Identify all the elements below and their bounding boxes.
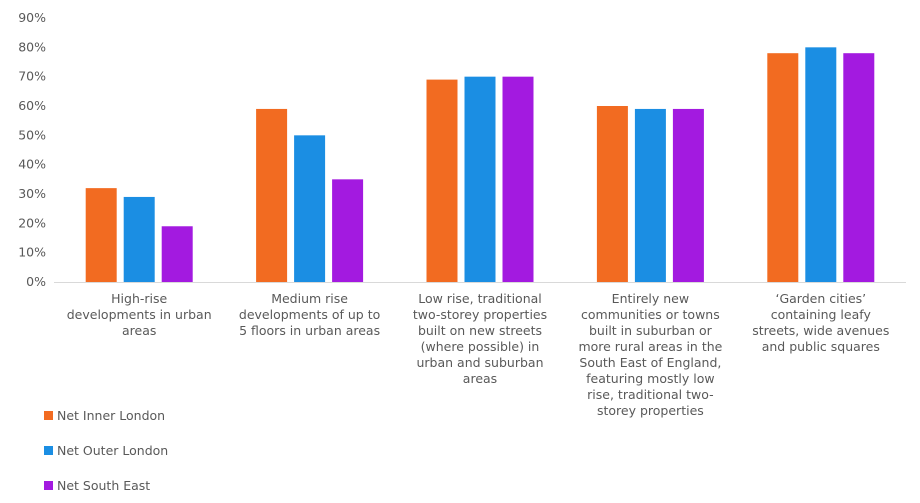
bar [596, 106, 628, 282]
bar [843, 53, 875, 283]
legend-label: Net Inner London [57, 408, 166, 423]
y-tick-label: 70% [18, 69, 46, 84]
y-tick-label: 80% [18, 39, 46, 54]
x-category-label: Medium rise developments of up to 5 floo… [238, 291, 381, 338]
legend-swatch [44, 446, 53, 455]
y-tick-label: 60% [18, 98, 46, 113]
bar [161, 226, 193, 282]
y-tick-label: 20% [18, 215, 46, 230]
bars [85, 47, 875, 283]
y-axis: 0% 10% 20% 30% 40% 50% 60% 70% 80% 90% [18, 10, 46, 289]
y-tick-label: 10% [18, 245, 46, 260]
legend-item-inner-london: Net Inner London [44, 398, 168, 433]
y-tick-label: 90% [18, 10, 46, 25]
bar [123, 196, 155, 282]
bar [426, 79, 458, 282]
bar [256, 108, 288, 282]
y-tick-label: 40% [18, 157, 46, 172]
legend-label: Net Outer London [57, 443, 169, 458]
bar [672, 108, 704, 282]
y-tick-label: 0% [26, 274, 46, 289]
legend-item-outer-london: Net Outer London [44, 433, 168, 468]
bar-chart: 0% 10% 20% 30% 40% 50% 60% 70% 80% 90% [18, 10, 906, 289]
bar [767, 53, 799, 283]
y-tick-label: 50% [18, 127, 46, 142]
legend-item-south-east: Net South East [44, 468, 168, 503]
bar [294, 135, 326, 282]
legend: Net Inner London Net Outer London Net So… [44, 398, 168, 503]
legend-swatch [44, 411, 53, 420]
legend-label: Net South East [57, 478, 151, 493]
bar [85, 188, 117, 282]
bar [502, 76, 534, 283]
bar [805, 47, 837, 283]
x-category-label: ‘Garden cities’ containing leafy streets… [752, 291, 890, 354]
y-tick-label: 30% [18, 186, 46, 201]
bar [634, 108, 666, 282]
bar [332, 179, 364, 282]
x-category-label: Low rise, traditional two-storey propert… [412, 291, 548, 386]
x-category-label: High-rise developments in urban areas [66, 291, 212, 338]
legend-swatch [44, 481, 53, 490]
bar [464, 76, 496, 283]
x-category-label: Entirely new communities or towns built … [578, 291, 723, 418]
